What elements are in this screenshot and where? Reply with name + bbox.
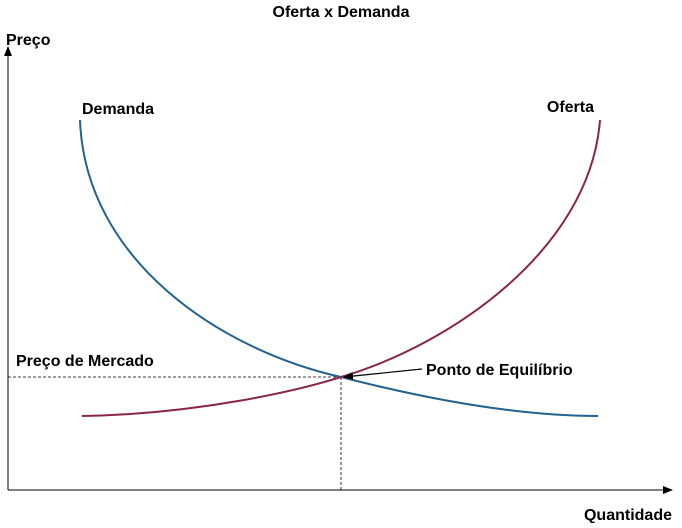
title: Oferta x Demanda xyxy=(273,4,410,21)
x-axis-label: Quantidade xyxy=(584,507,672,523)
demand-label: Demanda xyxy=(82,101,154,118)
y-axis-label: Preço xyxy=(6,32,51,49)
supply-label: Oferta xyxy=(547,99,594,116)
equilibrium-label: Ponto de Equilíbrio xyxy=(426,362,573,379)
equilibrium-arrow xyxy=(343,368,423,381)
market-price-label: Preço de Mercado xyxy=(16,353,154,370)
supply-curve xyxy=(81,119,601,417)
demand-curve xyxy=(79,119,599,417)
